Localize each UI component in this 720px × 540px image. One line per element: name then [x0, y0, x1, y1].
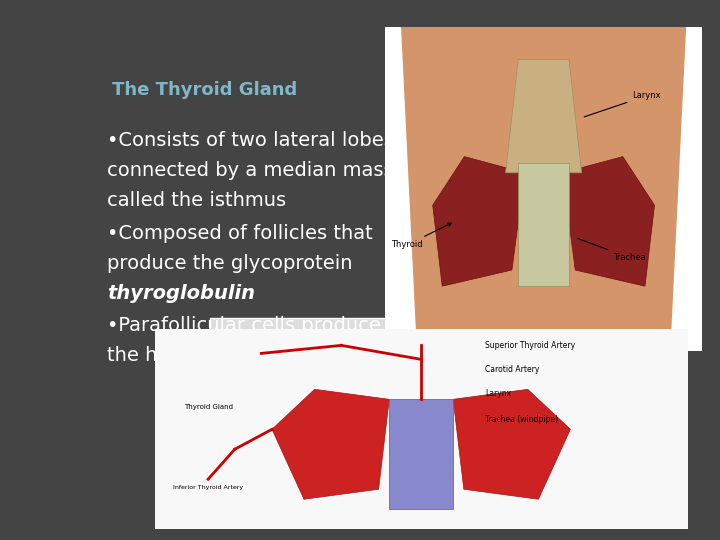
Text: produce the glycoprotein: produce the glycoprotein [107, 254, 352, 273]
Text: connected by a median mass: connected by a median mass [107, 161, 393, 180]
Text: Inferior Thyroid Artery: Inferior Thyroid Artery [173, 485, 243, 490]
Text: [Thyroid Blood Supply Diagram]: [Thyroid Blood Supply Diagram] [316, 389, 517, 402]
Polygon shape [385, 27, 702, 351]
Polygon shape [401, 27, 686, 351]
Text: the hormone: the hormone [107, 346, 238, 365]
Polygon shape [155, 329, 688, 529]
Text: •Composed of follicles that: •Composed of follicles that [107, 224, 372, 242]
Polygon shape [518, 163, 569, 286]
Text: Trachea (windpipe): Trachea (windpipe) [485, 415, 558, 424]
Text: Thyroid: Thyroid [392, 223, 451, 249]
Text: called the isthmus: called the isthmus [107, 191, 286, 210]
Text: The Thyroid Gland: The Thyroid Gland [112, 82, 297, 99]
Polygon shape [433, 157, 525, 286]
Text: Larynx: Larynx [485, 389, 511, 398]
Polygon shape [505, 59, 582, 173]
Polygon shape [449, 27, 639, 351]
Text: [Thyroid Anatomy
Neck View]: [Thyroid Anatomy Neck View] [455, 197, 567, 224]
Text: Thyroid Gland: Thyroid Gland [184, 404, 233, 410]
Text: Superior Thyroid Artery: Superior Thyroid Artery [485, 341, 575, 350]
Text: •Consists of two lateral lobes: •Consists of two lateral lobes [107, 131, 394, 150]
Text: calcitonin: calcitonin [193, 346, 300, 365]
FancyBboxPatch shape [389, 85, 634, 335]
Text: •Parafollicular cells produce: •Parafollicular cells produce [107, 316, 381, 335]
Polygon shape [453, 389, 570, 499]
Text: Trachea: Trachea [578, 239, 646, 262]
Polygon shape [562, 157, 654, 286]
Polygon shape [390, 399, 453, 509]
Text: Larynx: Larynx [584, 91, 661, 117]
FancyBboxPatch shape [210, 319, 623, 472]
Text: Carotid Artery: Carotid Artery [485, 365, 539, 374]
Polygon shape [272, 389, 390, 499]
Text: thyroglobulin: thyroglobulin [107, 284, 255, 302]
